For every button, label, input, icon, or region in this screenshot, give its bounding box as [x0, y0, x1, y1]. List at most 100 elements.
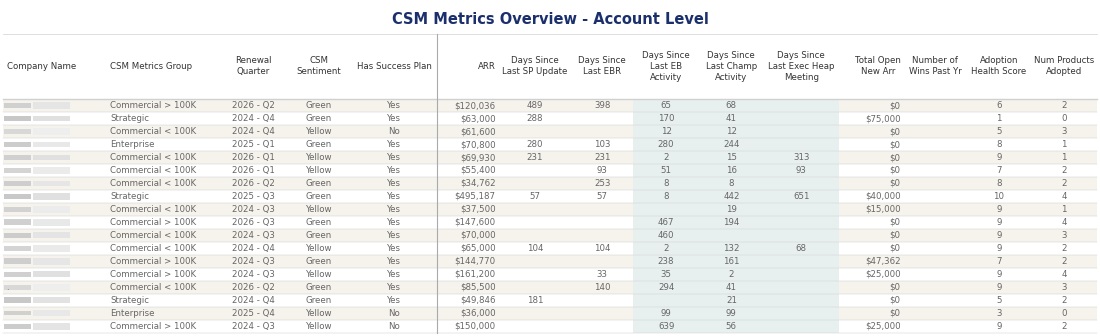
Text: 5: 5: [996, 127, 1001, 136]
Bar: [33, 180, 70, 186]
Text: $0: $0: [890, 309, 901, 318]
Bar: [4, 207, 31, 212]
Text: 16: 16: [726, 166, 737, 175]
Bar: [3, 125, 1097, 138]
Text: 15: 15: [726, 153, 737, 162]
Text: $25,000: $25,000: [865, 322, 901, 331]
Bar: [33, 233, 70, 238]
Bar: [3, 138, 1097, 151]
Text: Yes: Yes: [387, 192, 402, 201]
Text: 2: 2: [1062, 322, 1067, 331]
Text: 0: 0: [1062, 309, 1067, 318]
Bar: [33, 155, 70, 160]
Bar: [698, 281, 764, 294]
Bar: [4, 155, 31, 160]
Bar: [4, 116, 31, 122]
Text: 3: 3: [1062, 283, 1067, 292]
Text: 68: 68: [726, 101, 737, 110]
Text: Yes: Yes: [387, 179, 402, 188]
Text: 1: 1: [1062, 153, 1067, 162]
Text: Commercial > 100K: Commercial > 100K: [110, 257, 197, 266]
Text: $55,400: $55,400: [460, 166, 495, 175]
Text: 9: 9: [997, 244, 1001, 253]
Bar: [33, 323, 70, 330]
Bar: [698, 125, 764, 138]
Text: Green: Green: [306, 257, 332, 266]
Text: Commercial < 100K: Commercial < 100K: [110, 244, 197, 253]
Text: 4: 4: [1062, 218, 1067, 227]
Text: 140: 140: [594, 283, 610, 292]
Bar: [4, 272, 31, 277]
Bar: [33, 193, 70, 200]
Text: Green: Green: [306, 283, 332, 292]
Text: Yes: Yes: [387, 270, 402, 279]
Text: Yes: Yes: [387, 205, 402, 214]
Text: 313: 313: [793, 153, 810, 162]
Text: 57: 57: [529, 192, 540, 201]
Bar: [634, 164, 698, 177]
Text: $0: $0: [890, 231, 901, 240]
Bar: [698, 203, 764, 216]
Text: 398: 398: [594, 101, 610, 110]
Text: 9: 9: [997, 205, 1001, 214]
Text: $0: $0: [890, 127, 901, 136]
Bar: [764, 99, 838, 112]
Bar: [634, 177, 698, 190]
Text: Commercial > 100K: Commercial > 100K: [110, 322, 197, 331]
Bar: [698, 151, 764, 164]
Bar: [634, 151, 698, 164]
Bar: [698, 229, 764, 242]
Text: Green: Green: [306, 192, 332, 201]
Text: $65,000: $65,000: [460, 244, 495, 253]
Bar: [634, 307, 698, 320]
Text: 3: 3: [1062, 231, 1067, 240]
Text: 639: 639: [658, 322, 674, 331]
Text: 12: 12: [661, 127, 672, 136]
Text: Days Since
Last Champ
Activity: Days Since Last Champ Activity: [706, 51, 757, 82]
Text: $150,000: $150,000: [454, 322, 495, 331]
Bar: [3, 216, 1097, 229]
Bar: [3, 281, 1097, 294]
Text: 2025 - Q3: 2025 - Q3: [232, 192, 275, 201]
Text: 9: 9: [997, 218, 1001, 227]
Text: $161,200: $161,200: [454, 270, 495, 279]
Text: $75,000: $75,000: [865, 114, 901, 123]
Text: Yes: Yes: [387, 283, 402, 292]
Text: Yellow: Yellow: [306, 244, 332, 253]
Bar: [33, 271, 70, 277]
Bar: [4, 141, 31, 148]
Text: ARR: ARR: [477, 62, 495, 71]
Text: $34,762: $34,762: [460, 179, 495, 188]
Bar: [3, 203, 1097, 216]
Text: Strategic: Strategic: [110, 296, 150, 305]
Text: $49,846: $49,846: [460, 296, 495, 305]
Text: CSM Metrics Overview - Account Level: CSM Metrics Overview - Account Level: [392, 12, 708, 27]
Text: 194: 194: [723, 218, 739, 227]
Text: Yellow: Yellow: [306, 309, 332, 318]
Text: $495,187: $495,187: [454, 192, 495, 201]
Text: Commercial > 100K: Commercial > 100K: [110, 101, 197, 110]
Text: 0: 0: [1062, 114, 1067, 123]
Text: $0: $0: [890, 140, 901, 149]
Bar: [764, 281, 838, 294]
Text: 231: 231: [527, 153, 543, 162]
Text: Yes: Yes: [387, 140, 402, 149]
Bar: [33, 167, 70, 174]
Text: Commercial < 100K: Commercial < 100K: [110, 283, 197, 292]
Bar: [4, 180, 31, 186]
Text: Yes: Yes: [387, 231, 402, 240]
Text: $0: $0: [890, 218, 901, 227]
Text: Enterprise: Enterprise: [110, 140, 155, 149]
Text: 5: 5: [996, 296, 1001, 305]
Text: $36,000: $36,000: [460, 309, 495, 318]
Text: Yellow: Yellow: [306, 322, 332, 331]
Text: Yes: Yes: [387, 218, 402, 227]
Bar: [698, 294, 764, 307]
Text: Has Success Plan: Has Success Plan: [356, 62, 431, 71]
Text: Commercial < 100K: Commercial < 100K: [110, 205, 197, 214]
Text: Strategic: Strategic: [110, 114, 150, 123]
Bar: [3, 164, 1097, 177]
Bar: [33, 310, 70, 317]
Text: Days Since
Last EBR: Days Since Last EBR: [579, 56, 626, 76]
Text: $147,600: $147,600: [454, 218, 495, 227]
